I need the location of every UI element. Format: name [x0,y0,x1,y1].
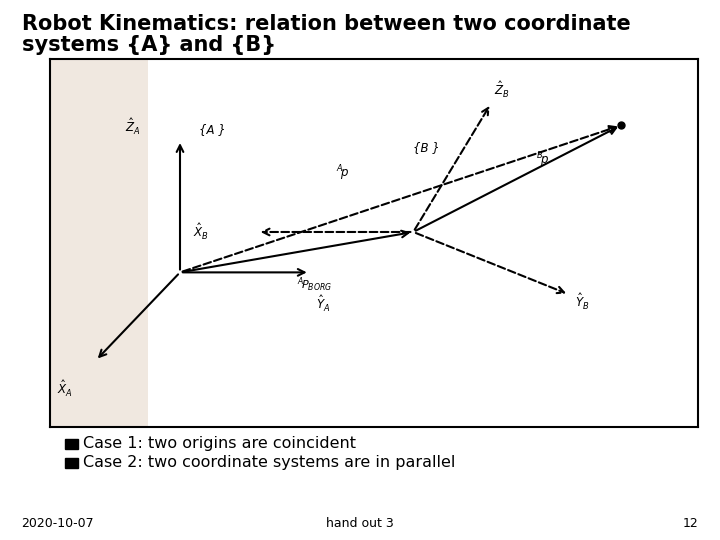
Text: {B }: {B } [413,141,440,154]
Text: 2020-10-07: 2020-10-07 [22,517,94,530]
Text: $\hat{Z}_B$: $\hat{Z}_B$ [495,80,510,100]
Text: $\hat{X}_B$: $\hat{X}_B$ [193,222,209,242]
Text: $^A\!p$: $^A\!p$ [336,163,349,183]
FancyBboxPatch shape [50,59,148,427]
Text: systems {A} and {B}: systems {A} and {B} [22,35,276,55]
Text: {A }: {A } [199,124,226,137]
Text: $^B\!p$: $^B\!p$ [536,150,549,170]
Text: hand out 3: hand out 3 [326,517,394,530]
Text: 12: 12 [683,517,698,530]
Text: $\hat{Z}_A$: $\hat{Z}_A$ [125,117,140,137]
Text: $\hat{Y}_B$: $\hat{Y}_B$ [575,292,590,312]
Text: $^A\!P_{BORG}$: $^A\!P_{BORG}$ [297,276,332,294]
Text: Case 2: two coordinate systems are in parallel: Case 2: two coordinate systems are in pa… [83,455,455,470]
Text: Robot Kinematics: relation between two coordinate: Robot Kinematics: relation between two c… [22,14,630,33]
Text: Case 1: two origins are coincident: Case 1: two origins are coincident [83,436,356,451]
Text: $\hat{Y}_A$: $\hat{Y}_A$ [316,294,330,314]
Text: $\hat{X}_A$: $\hat{X}_A$ [57,379,73,399]
